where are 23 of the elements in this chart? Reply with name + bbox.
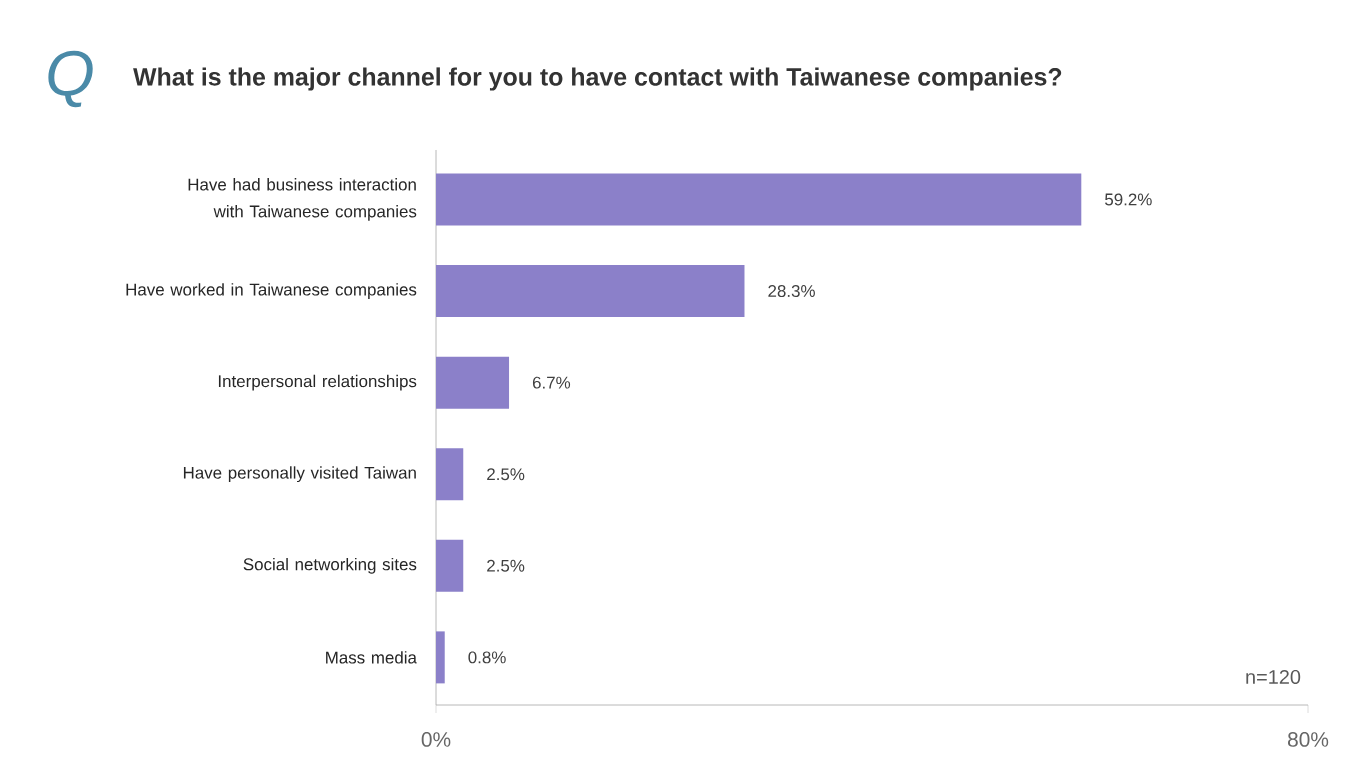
data-label: 2.5% (487, 559, 525, 572)
bar (436, 631, 445, 684)
x-tick-label: 80% (1287, 732, 1329, 747)
bar (436, 173, 1082, 226)
y-tick-label: Social networking sites (243, 557, 417, 574)
data-label: 6.7% (532, 376, 571, 389)
text: Q (48, 50, 93, 108)
y-tick-label: Interpersonal relationships (218, 374, 417, 391)
data-label: 28.3% (768, 285, 815, 298)
data-label: 0.8% (468, 651, 506, 664)
y-tick-label: Have personally visited Taiwan (183, 466, 416, 483)
y-tick-label: Mass media (326, 651, 417, 664)
y-tick-label: Have had business interaction with Taiwanese companies (188, 178, 417, 221)
data-label: 2.5% (487, 468, 525, 481)
data-label: 59.2% (1105, 193, 1152, 206)
x-tick-label: 0% (421, 732, 451, 747)
bar (436, 356, 510, 409)
bar (436, 448, 464, 501)
y-tick-label: Have worked in Taiwanese companies (126, 283, 417, 299)
bar (436, 539, 464, 592)
annotation: n=120 (1246, 669, 1301, 685)
chart-title: What is the major channel for you to have contact with Taiwanese companies? (133, 67, 1062, 91)
bar (436, 265, 745, 318)
